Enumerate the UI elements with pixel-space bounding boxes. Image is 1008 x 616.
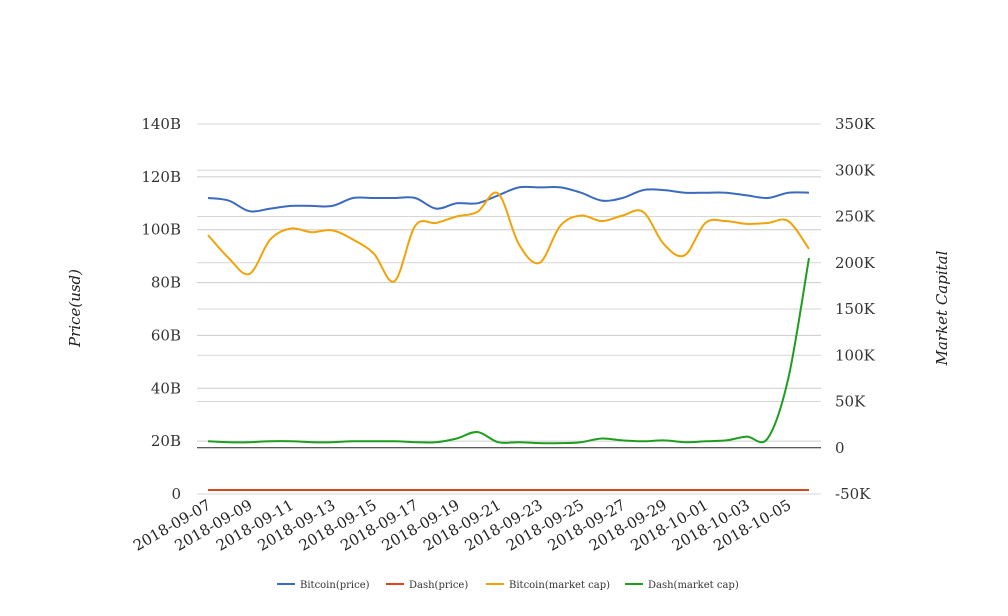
legend-label: Bitcoin(market cap) (509, 580, 610, 591)
y2-tick-label: 100K (835, 346, 876, 364)
y-tick-label: 40B (151, 379, 181, 397)
legend-label: Dash(market cap) (648, 580, 739, 591)
y-tick-label: 0 (171, 485, 181, 503)
legend-item[interactable]: Bitcoin(market cap) (486, 580, 610, 591)
legend-item[interactable]: Dash(price) (386, 580, 468, 591)
grid (197, 123, 821, 495)
y-axis-ticks: 0 20B 40B 60B 80B 100B 120B 140B (141, 115, 181, 503)
y-tick-label: 140B (141, 115, 181, 133)
legend-label: Bitcoin(price) (300, 580, 370, 591)
y2-axis-ticks: -50K 0 50K 100K 150K 200K 250K 300K 350K (835, 115, 876, 503)
y2-tick-label: 350K (835, 115, 876, 133)
legend-label: Dash(price) (409, 580, 468, 591)
y2-axis-title: Market Capital (933, 250, 951, 366)
y2-tick-label: 200K (835, 254, 876, 272)
legend-item[interactable]: Bitcoin(price) (277, 580, 370, 591)
legend: Bitcoin(price) Dash(price) Bitcoin(market … (277, 580, 739, 591)
x-axis-ticks: 2018-09-072018-09-092018-09-112018-09-13… (130, 496, 794, 555)
y-tick-label: 20B (151, 432, 181, 450)
y-tick-label: 120B (141, 168, 181, 186)
y-tick-label: 60B (151, 326, 181, 344)
y-axis-title: Price(usd) (66, 269, 84, 348)
y2-tick-label: -50K (835, 485, 871, 503)
y2-tick-label: 50K (835, 393, 866, 411)
y2-tick-label: 0 (835, 439, 845, 457)
y2-tick-label: 300K (835, 161, 876, 179)
y2-tick-label: 250K (835, 208, 876, 226)
legend-item[interactable]: Dash(market cap) (625, 580, 739, 591)
y2-tick-label: 150K (835, 300, 876, 318)
series-line-bitcoin-price (207, 185, 810, 213)
series-line-dash-market-cap (207, 257, 810, 445)
y-tick-label: 100B (141, 221, 181, 239)
y-tick-label: 80B (151, 274, 181, 292)
series-lines (207, 185, 810, 491)
series-line-bitcoin-market-cap (207, 191, 810, 283)
